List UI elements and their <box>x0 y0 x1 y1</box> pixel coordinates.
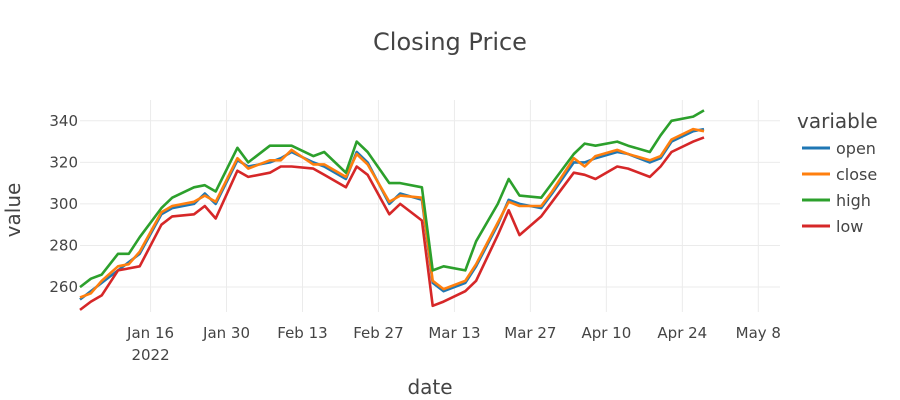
legend-label: high <box>836 191 871 210</box>
x-tick-label: Mar 13 <box>428 324 480 342</box>
x-tick-label: May 8 <box>736 324 781 342</box>
chart-title: Closing Price <box>373 28 527 56</box>
legend-item-close[interactable]: close <box>802 165 877 184</box>
x-tick-label: Jan 16 <box>126 324 174 342</box>
x-tick-label: Jan 30 <box>202 324 250 342</box>
series-line-close[interactable] <box>79 127 705 299</box>
axis-ticks: 260 280 300 320 340 Jan 16 2022 Jan 30 Feb 13 Feb… <box>49 112 781 364</box>
y-tick-label: 340 <box>49 112 78 130</box>
legend-item-open[interactable]: open <box>802 139 876 158</box>
y-tick-label: 320 <box>49 153 78 171</box>
legend-item-high[interactable]: high <box>802 191 871 210</box>
legend-items[interactable]: open close high low <box>802 139 877 236</box>
legend[interactable]: variable open close high low <box>797 109 878 236</box>
series-lines <box>79 109 705 311</box>
x-tick-label: Feb 13 <box>277 324 327 342</box>
x-axis-title: date <box>407 375 452 399</box>
legend-item-low[interactable]: low <box>802 217 863 236</box>
series-line-low[interactable] <box>79 136 705 311</box>
y-tick-label: 260 <box>49 278 78 296</box>
legend-label: close <box>836 165 877 184</box>
gridlines <box>80 100 780 312</box>
x-tick-label: Apr 24 <box>657 324 707 342</box>
x-tick-label: Feb 27 <box>353 324 403 342</box>
legend-title: variable <box>797 109 878 133</box>
y-tick-label: 300 <box>49 195 78 213</box>
x-tick-label: Apr 10 <box>581 324 631 342</box>
x-tick-label: Mar 27 <box>504 324 556 342</box>
legend-label: low <box>836 217 863 236</box>
y-axis-title: value <box>1 183 25 238</box>
x-tick-year-label: 2022 <box>131 346 169 364</box>
legend-label: open <box>836 139 876 158</box>
y-tick-label: 280 <box>49 236 78 254</box>
series-line-high[interactable] <box>79 109 705 289</box>
series-line-open[interactable] <box>79 127 705 301</box>
